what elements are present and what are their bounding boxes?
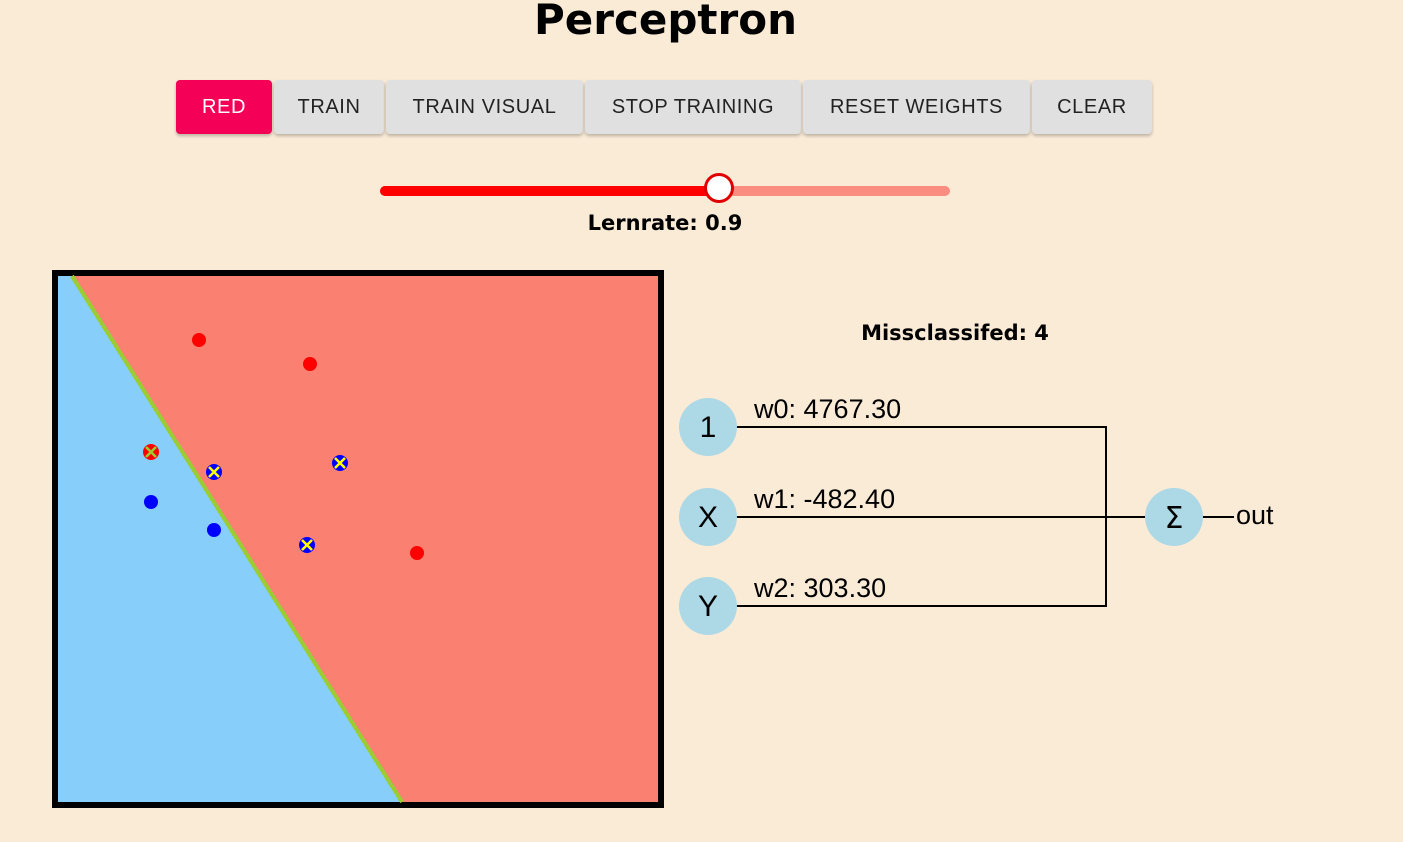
learning-rate-label: Lernrate: 0.9 xyxy=(587,211,743,235)
input-node-bias xyxy=(679,398,737,456)
input-node-bias-label: 1 xyxy=(700,411,717,444)
blue-region xyxy=(58,276,402,802)
train-visual-button[interactable]: TRAIN VISUAL xyxy=(386,80,583,134)
red-region xyxy=(74,276,658,802)
toolbar: RED TRAIN TRAIN VISUAL STOP TRAINING RES… xyxy=(176,80,1154,134)
red-button[interactable]: RED xyxy=(176,80,272,134)
output-label: out xyxy=(1236,500,1274,530)
slider-track[interactable] xyxy=(380,186,722,196)
input-node-y xyxy=(679,577,737,635)
decision-boundary xyxy=(70,274,404,804)
red-point xyxy=(410,546,424,560)
classification-canvas[interactable] xyxy=(52,270,664,808)
sum-node xyxy=(1145,488,1203,546)
slider-thumb[interactable] xyxy=(704,173,734,203)
perceptron-diagram: 1 X Y w0: 4767.30 w1: -482.40 w2: 303.30… xyxy=(679,394,1274,635)
misclassified-blue-point xyxy=(206,464,222,480)
red-point xyxy=(303,357,317,371)
input-node-x-label: X xyxy=(698,501,718,534)
misclassified-blue-point xyxy=(299,537,315,553)
stop-training-button[interactable]: STOP TRAINING xyxy=(585,80,801,134)
learning-rate-slider[interactable] xyxy=(380,173,950,209)
train-button[interactable]: TRAIN xyxy=(274,80,384,134)
misclassified-blue-point xyxy=(332,455,348,471)
input-node-y-label: Y xyxy=(698,590,718,623)
weight-label-w0: w0: 4767.30 xyxy=(753,394,901,424)
weight-label-w1: w1: -482.40 xyxy=(753,484,895,514)
clear-button[interactable]: CLEAR xyxy=(1032,80,1152,134)
misclassified-red-point xyxy=(143,444,159,460)
reset-weights-button[interactable]: RESET WEIGHTS xyxy=(803,80,1030,134)
misclassified-count: Missclassifed: 4 xyxy=(861,321,1049,345)
weight-label-w2: w2: 303.30 xyxy=(753,573,886,603)
input-node-x xyxy=(679,488,737,546)
page-title: Perceptron xyxy=(534,0,797,44)
sum-node-label: Σ xyxy=(1165,501,1184,536)
blue-point xyxy=(144,495,158,509)
blue-point xyxy=(207,523,221,537)
red-point xyxy=(192,333,206,347)
